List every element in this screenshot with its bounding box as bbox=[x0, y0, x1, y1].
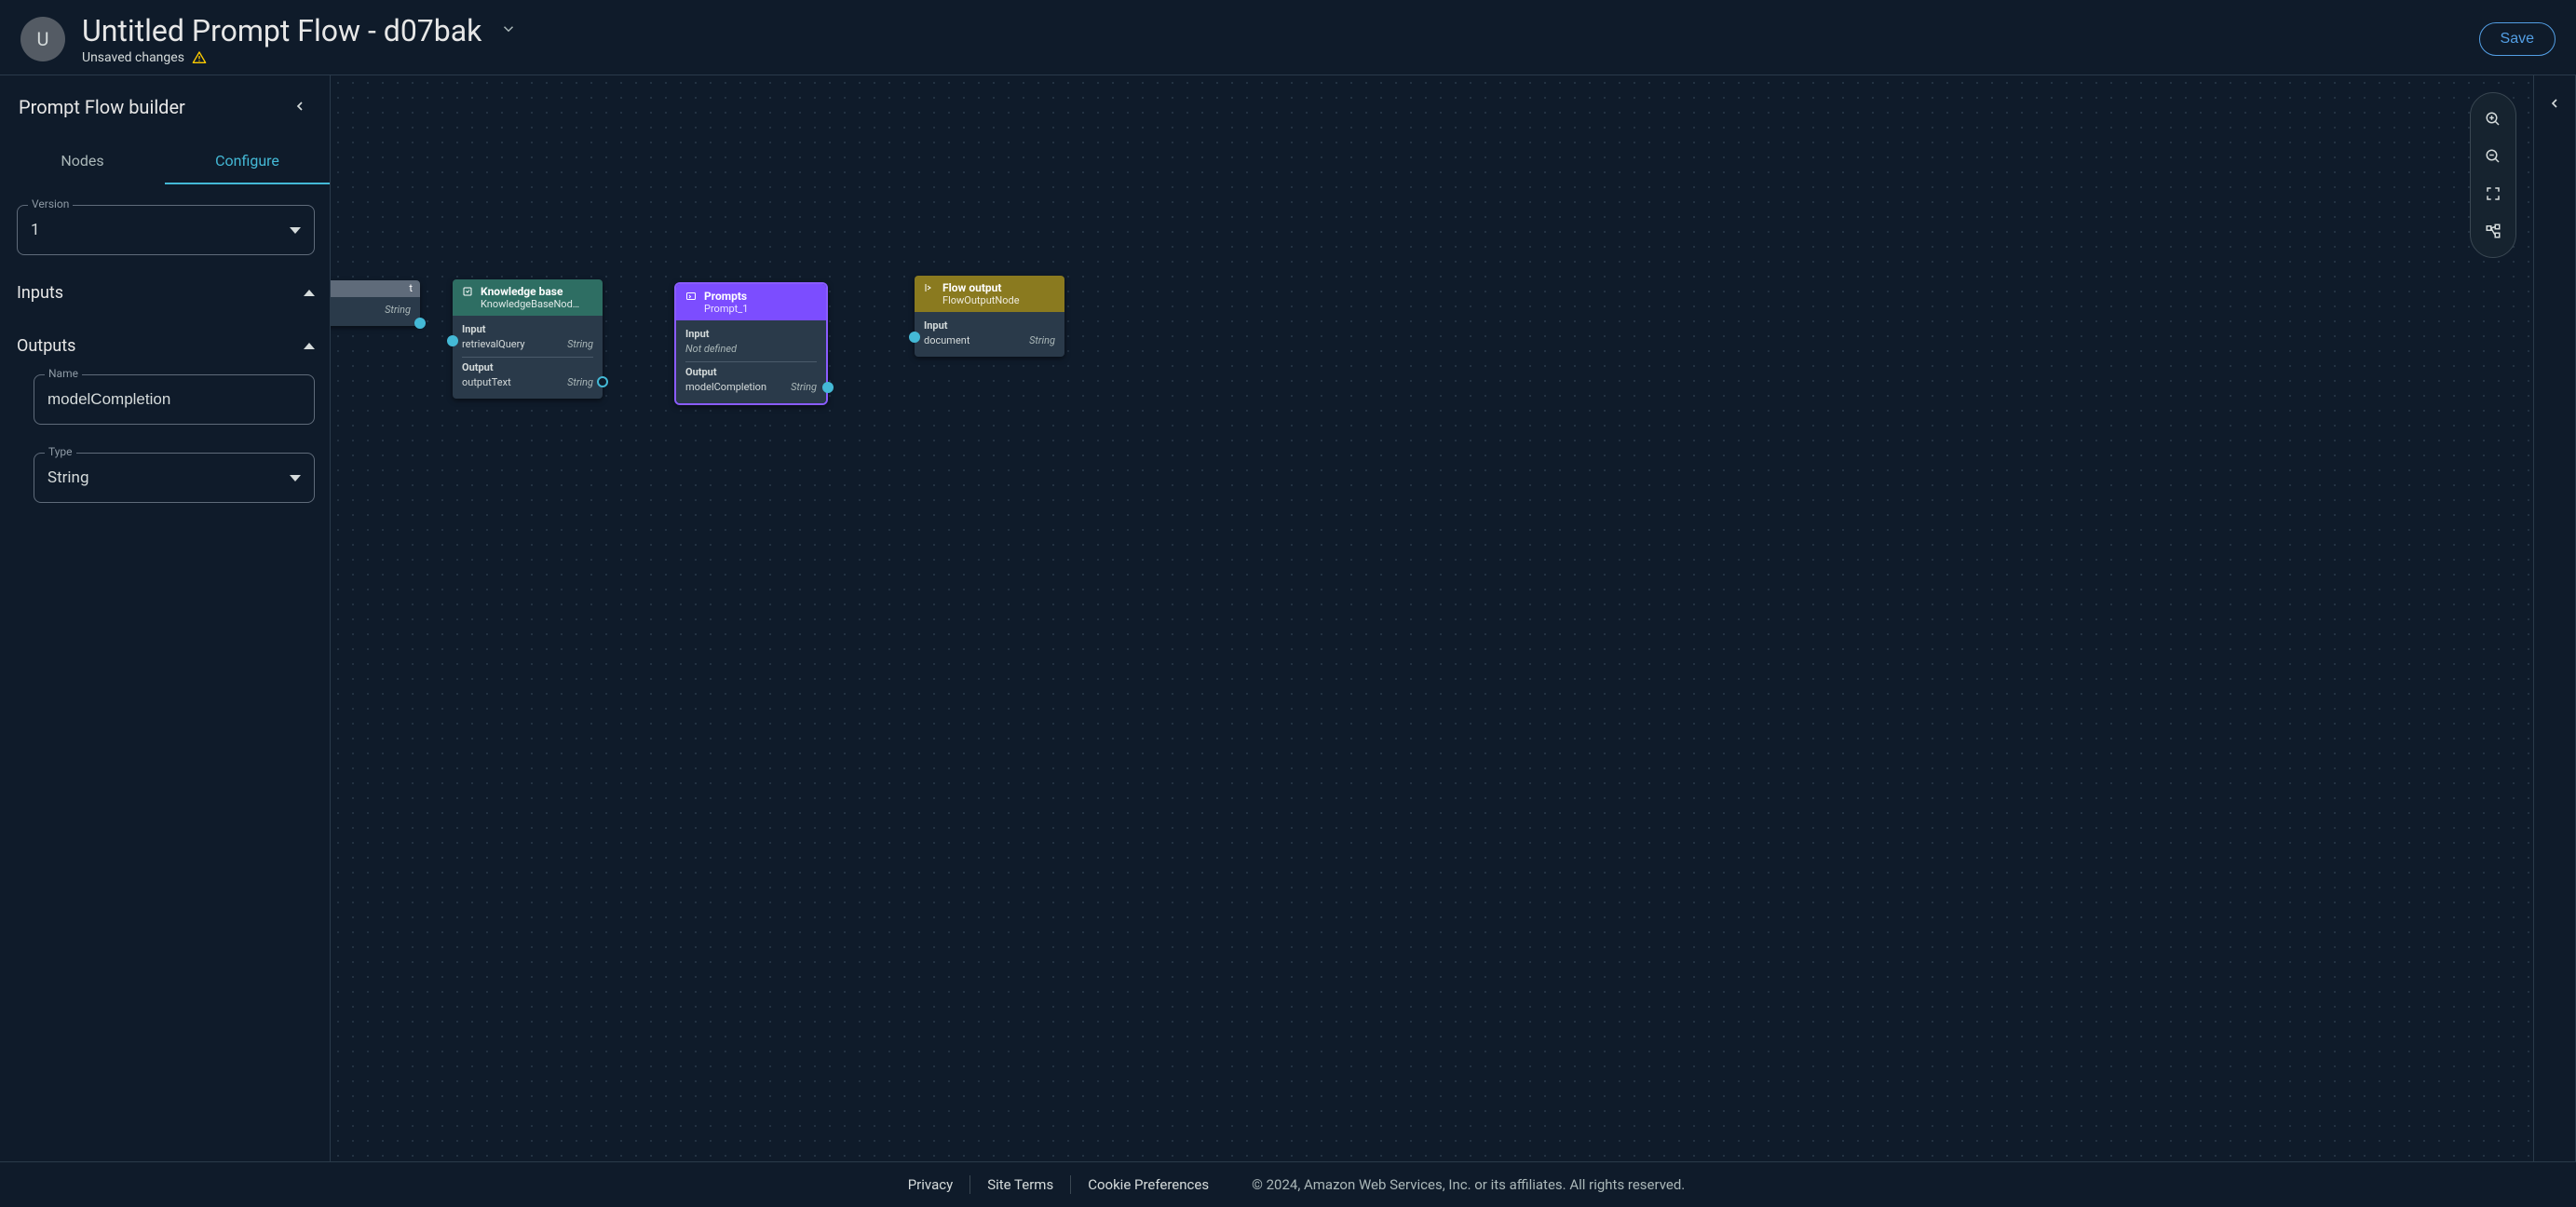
output-type-label: Type bbox=[45, 445, 76, 458]
output-port[interactable] bbox=[822, 382, 834, 393]
inputs-section-toggle[interactable]: Inputs bbox=[17, 283, 315, 303]
output-port[interactable] bbox=[597, 376, 608, 387]
output-name-field: Name bbox=[34, 374, 315, 425]
collapse-up-icon bbox=[304, 343, 315, 349]
sidebar: Prompt Flow builder Nodes Configure Vers… bbox=[0, 75, 331, 1161]
port-type: String bbox=[385, 304, 411, 316]
node-partial-label: t bbox=[409, 282, 413, 294]
node-subtitle: Prompt_1 bbox=[704, 303, 748, 315]
avatar: U bbox=[20, 17, 65, 61]
chevron-down-icon[interactable] bbox=[500, 20, 517, 41]
knowledge-base-icon bbox=[462, 286, 473, 300]
outputs-label: Outputs bbox=[17, 336, 75, 356]
output-section-label: Output bbox=[685, 366, 817, 378]
zoom-out-button[interactable] bbox=[2476, 140, 2510, 173]
version-label: Version bbox=[28, 197, 73, 210]
inputs-label: Inputs bbox=[17, 283, 63, 303]
footer-link-site-terms[interactable]: Site Terms bbox=[970, 1176, 1070, 1193]
collapse-sidebar-icon[interactable] bbox=[289, 92, 311, 122]
version-select[interactable]: 1 bbox=[17, 205, 315, 255]
input-section-label: Input bbox=[924, 319, 1055, 332]
canvas-controls bbox=[2470, 92, 2516, 258]
flow-canvas[interactable]: t String Knowledge base bbox=[331, 75, 2534, 1161]
output-type-value: String bbox=[47, 468, 88, 487]
footer: Privacy Site Terms Cookie Preferences © … bbox=[0, 1161, 2576, 1207]
port-name: Not defined bbox=[685, 343, 737, 355]
prompts-icon bbox=[685, 291, 697, 305]
tab-nodes[interactable]: Nodes bbox=[0, 139, 165, 184]
footer-copyright: © 2024, Amazon Web Services, Inc. or its… bbox=[1226, 1176, 1685, 1193]
dropdown-icon bbox=[290, 227, 301, 234]
input-section-label: Input bbox=[685, 328, 817, 340]
version-field: Version 1 bbox=[17, 205, 315, 255]
footer-link-cookie-preferences[interactable]: Cookie Preferences bbox=[1071, 1176, 1226, 1193]
node-flow-input[interactable]: t String bbox=[331, 280, 420, 326]
collapse-up-icon bbox=[304, 290, 315, 296]
node-subtitle: FlowOutputNode bbox=[942, 294, 1020, 306]
node-prompts[interactable]: Prompts Prompt_1 Input Not defined Outpu… bbox=[674, 282, 828, 405]
output-section-label: Output bbox=[462, 361, 593, 373]
port-name: modelCompletion bbox=[685, 381, 766, 393]
port-name: outputText bbox=[462, 376, 511, 388]
node-title: Flow output bbox=[942, 281, 1020, 294]
zoom-in-button[interactable] bbox=[2476, 102, 2510, 136]
output-type-select[interactable]: String bbox=[34, 453, 315, 503]
sidebar-title: Prompt Flow builder bbox=[19, 96, 185, 118]
unsaved-label: Unsaved changes bbox=[82, 50, 184, 65]
node-knowledge-base[interactable]: Knowledge base KnowledgeBaseNod… Input r… bbox=[453, 279, 603, 399]
port-type: String bbox=[567, 376, 593, 388]
port-type: String bbox=[1029, 334, 1055, 346]
version-value: 1 bbox=[31, 221, 40, 239]
output-name-input-wrap bbox=[34, 374, 315, 425]
input-section-label: Input bbox=[462, 323, 593, 335]
fit-view-button[interactable] bbox=[2476, 177, 2510, 210]
tab-configure[interactable]: Configure bbox=[165, 139, 330, 184]
input-port[interactable] bbox=[447, 335, 458, 346]
layout-button[interactable] bbox=[2476, 214, 2510, 248]
port-name: retrievalQuery bbox=[462, 338, 525, 350]
output-name-label: Name bbox=[45, 367, 82, 380]
port-name: document bbox=[924, 334, 969, 346]
expand-right-panel[interactable] bbox=[2534, 75, 2575, 1161]
node-flow-output[interactable]: Flow output FlowOutputNode Input documen… bbox=[915, 276, 1064, 357]
port-type: String bbox=[567, 338, 593, 350]
port-type: String bbox=[791, 381, 817, 393]
output-type-field: Type String bbox=[34, 453, 315, 503]
output-port[interactable] bbox=[414, 318, 426, 329]
node-subtitle: KnowledgeBaseNod… bbox=[481, 298, 579, 310]
dropdown-icon bbox=[290, 475, 301, 481]
warning-icon bbox=[192, 50, 207, 65]
sidebar-tabs: Nodes Configure bbox=[0, 139, 330, 184]
flow-output-icon bbox=[924, 282, 935, 296]
output-name-input[interactable] bbox=[47, 390, 301, 409]
node-title: Prompts bbox=[704, 290, 748, 303]
outputs-section-toggle[interactable]: Outputs bbox=[17, 336, 315, 356]
top-header: U Untitled Prompt Flow - d07bak Unsaved … bbox=[0, 0, 2576, 75]
node-title: Knowledge base bbox=[481, 285, 579, 298]
save-button[interactable]: Save bbox=[2479, 22, 2556, 56]
page-title: Untitled Prompt Flow - d07bak bbox=[82, 13, 481, 48]
footer-link-privacy[interactable]: Privacy bbox=[891, 1176, 969, 1193]
input-port[interactable] bbox=[909, 332, 920, 343]
